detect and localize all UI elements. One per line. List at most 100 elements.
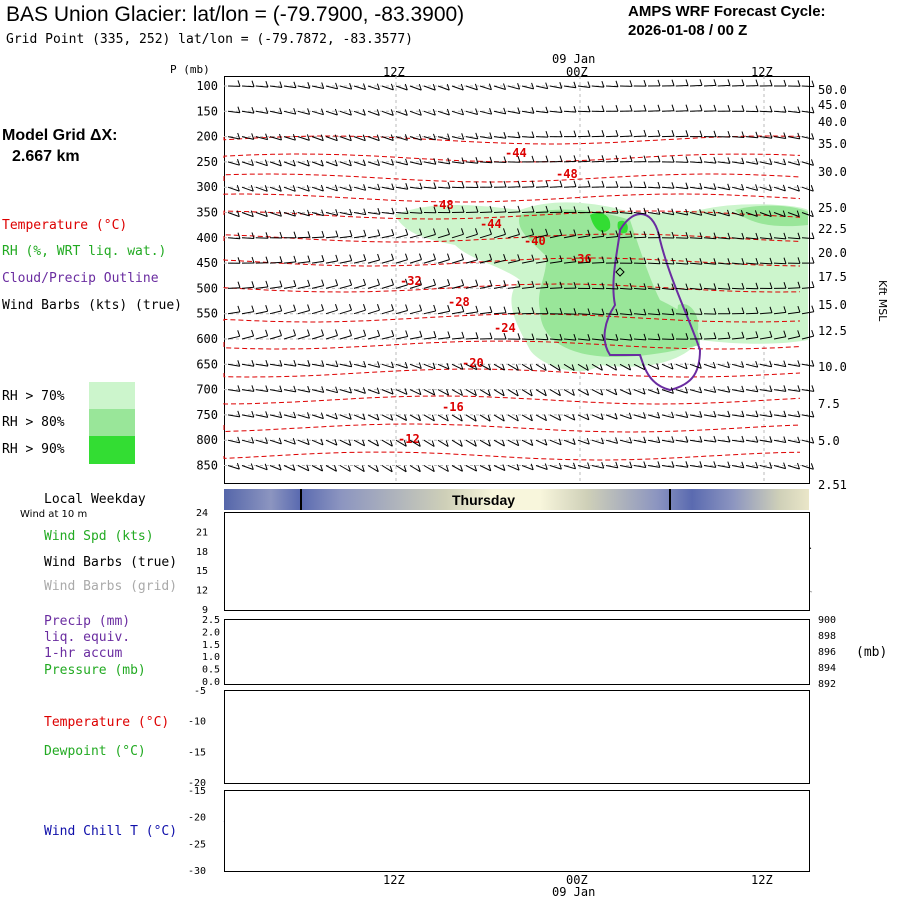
temperature-tick: -10 bbox=[188, 717, 206, 728]
wind-barb bbox=[283, 161, 296, 167]
wind-barb-flag bbox=[335, 82, 339, 90]
wind-barb bbox=[255, 237, 269, 239]
height-tick-label: 40.0 bbox=[818, 115, 847, 129]
wind-barb bbox=[409, 284, 422, 289]
wind-barb-flag bbox=[699, 435, 703, 443]
wind-barb bbox=[311, 136, 324, 142]
wind-barb bbox=[465, 85, 478, 91]
wind-barb bbox=[661, 212, 674, 216]
wind-barb-flag bbox=[349, 184, 352, 191]
wind-barb-flag bbox=[237, 410, 241, 418]
wind-barb-flag bbox=[446, 83, 450, 91]
wind-barb bbox=[689, 237, 703, 239]
wind-barb bbox=[689, 465, 702, 468]
wind-barb-flag bbox=[517, 306, 521, 314]
wind-barb-flag bbox=[265, 437, 268, 444]
precip-tick: 1.0 bbox=[202, 652, 220, 663]
wind-barb bbox=[339, 186, 352, 192]
wind-barb bbox=[311, 260, 324, 264]
wind-barb-flag bbox=[643, 257, 647, 264]
wind-barb bbox=[409, 465, 421, 473]
wind-barb bbox=[605, 338, 618, 341]
wind-barb-flag bbox=[306, 464, 310, 471]
wind-barb bbox=[227, 335, 240, 340]
wind-barb bbox=[717, 212, 730, 217]
wind-barb-flag bbox=[685, 257, 689, 265]
wind-barb bbox=[339, 465, 351, 472]
wind-barb bbox=[451, 259, 464, 264]
wind-barb-flag bbox=[502, 464, 506, 471]
wind-barb bbox=[759, 161, 772, 165]
wind-barb-flag bbox=[475, 108, 479, 115]
wind-barb-flag bbox=[334, 184, 338, 191]
wind-barb bbox=[717, 439, 730, 443]
grid-point-subtitle: Grid Point (335, 252) lat/lon = (-79.787… bbox=[6, 32, 413, 47]
wind-barb bbox=[605, 236, 618, 239]
wind-barb bbox=[283, 261, 296, 264]
wind-barb bbox=[787, 110, 800, 114]
wind-barb-flag bbox=[545, 130, 549, 138]
wind-barb-flag bbox=[670, 387, 674, 394]
wind-barb-flag bbox=[431, 414, 435, 422]
wind-barb-flag bbox=[404, 134, 408, 141]
wind-barb-flag bbox=[811, 360, 815, 367]
wind-barb-flag bbox=[657, 79, 661, 87]
wind-barb-flag bbox=[321, 82, 325, 89]
wind-barb bbox=[381, 389, 394, 395]
wind-barb bbox=[717, 465, 730, 469]
wind-barb-flag bbox=[251, 329, 255, 337]
wind-barb bbox=[605, 135, 619, 138]
wind-barb-flag bbox=[405, 207, 409, 214]
forecast-cycle-line2: 2026-01-08 / 00 Z bbox=[628, 22, 748, 39]
wind-barb-flag bbox=[265, 385, 269, 392]
wind-barb-flag bbox=[615, 129, 619, 137]
wind-barb-flag bbox=[419, 253, 422, 260]
wind-barb bbox=[479, 85, 492, 91]
wind-barb-flag bbox=[755, 360, 759, 368]
wind-barb bbox=[647, 363, 660, 370]
wind-barb-flag bbox=[699, 232, 703, 239]
wind-barb-flag bbox=[349, 254, 353, 261]
wind-barb-flag bbox=[629, 104, 633, 112]
wind-barb-flag bbox=[671, 411, 675, 418]
wind-barb-flag bbox=[264, 463, 268, 470]
wind-barb bbox=[227, 237, 241, 240]
wind-barb bbox=[507, 312, 521, 315]
wind-barb-flag bbox=[279, 304, 283, 312]
wind-barb-flag bbox=[755, 105, 759, 112]
wind-barb-flag bbox=[278, 159, 282, 167]
wind-barb-flag bbox=[391, 330, 395, 337]
wind-barb-flag bbox=[599, 364, 603, 371]
windchill-tick: -15 bbox=[188, 786, 206, 797]
wind-barb bbox=[717, 287, 731, 290]
wind-barb bbox=[689, 414, 702, 418]
wind-barb-flag bbox=[783, 410, 787, 417]
wind-barb bbox=[521, 286, 534, 289]
wind-barb bbox=[703, 439, 716, 443]
wind-barb-flag bbox=[264, 210, 268, 217]
wind-barb-flag bbox=[571, 389, 575, 396]
wind-barb bbox=[591, 160, 605, 163]
wind-barb-flag bbox=[503, 205, 507, 213]
wind-barb bbox=[255, 286, 268, 289]
wind-barb-flag bbox=[699, 156, 703, 163]
wind-barb-flag bbox=[643, 155, 647, 162]
wind-barb-flag bbox=[447, 206, 451, 213]
wind-barb-flag bbox=[292, 209, 296, 217]
wind-barb-flag bbox=[754, 210, 758, 217]
wind-barb-flag bbox=[783, 306, 787, 313]
wind-barb bbox=[493, 211, 507, 213]
wind-barb-flag bbox=[643, 436, 647, 443]
wind-barb-flag bbox=[265, 359, 269, 367]
wind-barb bbox=[703, 212, 716, 217]
wind-barb bbox=[521, 465, 534, 471]
wind-barb bbox=[577, 110, 591, 113]
wind-barb-flag bbox=[671, 182, 675, 189]
wind-barb-flag bbox=[769, 184, 772, 191]
wind-barb bbox=[773, 262, 787, 265]
wind-barb bbox=[423, 85, 436, 91]
height-tick-label: 30.0 bbox=[818, 165, 847, 179]
wind-barb-flag bbox=[489, 228, 492, 235]
wind-barb bbox=[647, 338, 661, 341]
wind-barb bbox=[381, 414, 393, 421]
